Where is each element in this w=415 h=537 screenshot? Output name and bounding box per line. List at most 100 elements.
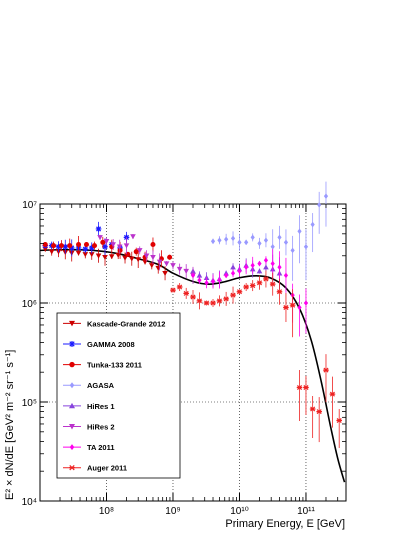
data-point [88,252,95,258]
data-point [244,264,249,270]
data-point [183,268,189,274]
data-point [336,417,342,424]
data-point [156,259,163,265]
data-point [170,263,176,269]
data-point [122,255,128,261]
data-point [310,221,315,228]
data-point [263,237,269,244]
legend-label: Auger 2011 [87,464,127,473]
axes: 10⁸ 10⁹ 10¹⁰ 10¹¹ 10⁴ 10⁵ 10⁶ 10⁷ [22,200,346,517]
data-point [237,239,242,246]
data-point [316,409,322,415]
data-point [100,239,106,245]
data-point [256,280,263,286]
data-point [309,406,316,412]
legend-label: Tunka-133 2011 [87,361,142,370]
data-point [283,239,289,246]
data-point [263,276,269,282]
legend-entry: AGASA [63,381,115,390]
data-point [82,246,89,252]
y-tick-label: 10⁴ [22,497,37,508]
data-point [97,235,103,241]
legend-entry: GAMMA 2008 [63,340,135,349]
data-point [102,254,108,261]
data-point [303,300,309,306]
x-tick-label: 10¹¹ [297,506,315,517]
data-point [230,235,236,242]
data-point [115,252,122,258]
data-point [323,193,329,199]
data-point [116,244,123,250]
data-point [150,241,156,248]
data-point [83,241,89,248]
data-point [283,272,289,279]
data-point [128,256,135,262]
data-point [102,243,108,250]
data-point [256,268,263,274]
legend-marker [69,465,75,471]
data-point [176,266,183,272]
data-point [277,234,282,241]
data-point [243,284,249,290]
data-point [167,254,173,260]
data-point [290,247,295,254]
model-curve [39,248,346,483]
data-point [155,265,162,271]
data-point [76,241,82,248]
data-point [176,284,183,290]
x-axis-label: Primary Energy, E [GeV] [225,518,345,530]
data-point [162,270,168,276]
data-point [183,290,189,296]
series-7 [170,270,342,449]
data-point [270,243,275,250]
data-point [230,292,236,298]
data-point [143,253,150,259]
data-point [250,262,255,269]
series-layer [42,181,342,449]
data-point [230,270,236,276]
data-point [216,298,223,304]
data-point [197,277,202,283]
data-point [236,289,243,295]
x-tick-label: 10⁸ [99,506,114,517]
series-3 [210,181,329,281]
data-point [244,239,249,246]
data-point [95,253,102,259]
data-point [88,245,95,251]
legend-label: HiRes 2 [87,422,115,431]
legend-marker [69,382,75,389]
data-point [203,300,210,306]
data-point [224,272,229,279]
data-point [276,289,283,295]
data-point [296,385,303,391]
legend-entry: HiRes 2 [63,422,115,431]
data-point [110,242,116,248]
legend-entry: Auger 2011 [63,464,127,473]
data-point [210,300,216,306]
x-tick-label: 10¹⁰ [230,506,248,517]
legend-marker [69,444,75,451]
data-point [269,281,276,287]
legend-marker [69,340,75,347]
data-point [263,257,269,264]
data-point [95,226,102,232]
y-tick-label: 10⁷ [22,200,37,211]
legend-entry: HiRes 1 [63,402,115,411]
data-point [190,272,196,279]
data-point [230,264,236,270]
legend-label: TA 2011 [87,443,115,452]
legend-entry: Kascade-Grande 2012 [63,319,165,328]
data-point [297,304,302,311]
data-point [257,260,262,267]
data-point [58,243,64,249]
data-point [68,245,75,251]
data-point [297,228,302,235]
data-point [317,202,322,208]
data-point [91,243,98,249]
data-point [289,302,296,308]
data-point [270,260,275,267]
data-point [223,296,229,302]
data-point [150,254,156,261]
data-point [277,264,282,270]
